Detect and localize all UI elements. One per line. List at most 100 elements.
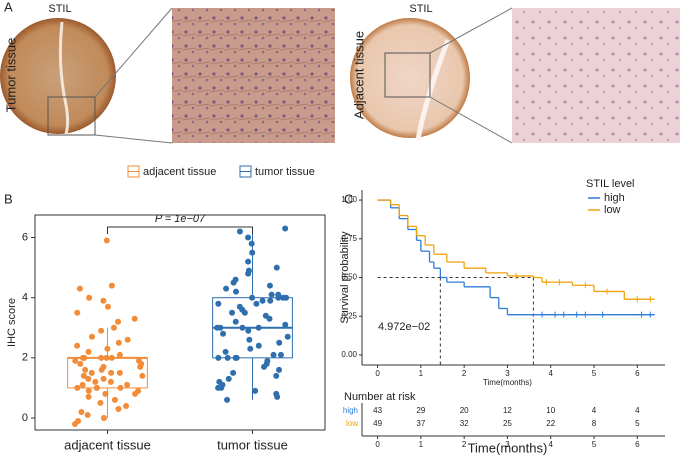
legend-label: tumor tissue xyxy=(255,166,315,178)
point xyxy=(74,384,81,391)
censor-mark xyxy=(647,296,654,303)
point xyxy=(220,330,227,337)
point xyxy=(215,300,222,307)
point xyxy=(103,354,110,361)
censor-mark xyxy=(634,296,641,303)
y-tick-label: 0.00 xyxy=(341,350,357,359)
point xyxy=(103,237,110,244)
x-tick-label: 2 xyxy=(462,440,467,449)
point xyxy=(108,354,115,361)
point xyxy=(80,372,87,379)
point xyxy=(115,405,122,412)
table-title: Number at risk xyxy=(344,391,416,403)
x-tick-label: 0 xyxy=(375,440,380,449)
at-risk: 29 xyxy=(416,406,425,415)
point xyxy=(218,384,225,391)
x-tick-label: 2 xyxy=(462,369,467,378)
point xyxy=(102,390,109,397)
x-tick-label: 3 xyxy=(505,369,510,378)
y-tick-label: 0.25 xyxy=(341,311,357,320)
zoom-image xyxy=(512,8,680,143)
x-tick-label: 4 xyxy=(548,440,553,449)
point xyxy=(249,294,256,301)
point xyxy=(98,327,105,334)
point xyxy=(261,363,268,370)
at-risk: 20 xyxy=(460,406,469,415)
point xyxy=(116,369,123,376)
censor-mark xyxy=(560,311,567,318)
point xyxy=(230,369,237,376)
point xyxy=(276,339,283,346)
point xyxy=(270,351,277,358)
point xyxy=(249,249,256,256)
x-tick-label: 6 xyxy=(635,440,640,449)
point xyxy=(236,228,243,235)
x-tick-label: 1 xyxy=(419,369,424,378)
censor-mark xyxy=(556,279,563,286)
at-risk: 4 xyxy=(592,406,597,415)
legend-label: low xyxy=(604,204,621,216)
point xyxy=(111,396,118,403)
point xyxy=(225,375,232,382)
point xyxy=(124,336,131,343)
point xyxy=(72,357,79,364)
y-tick-label: 0.75 xyxy=(341,234,357,243)
censor-mark xyxy=(513,272,520,279)
point xyxy=(274,393,281,400)
point xyxy=(116,351,123,358)
point xyxy=(245,234,252,241)
legend-label: high xyxy=(604,192,625,204)
point xyxy=(277,351,284,358)
point xyxy=(266,282,273,289)
image-label: Adjacent tissue xyxy=(351,31,366,119)
point xyxy=(273,372,280,379)
point xyxy=(108,282,115,289)
point xyxy=(139,372,146,379)
point xyxy=(117,384,124,391)
point xyxy=(132,390,139,397)
point xyxy=(253,300,260,307)
at-risk: 8 xyxy=(592,419,597,428)
point xyxy=(84,411,91,418)
point xyxy=(275,294,282,301)
image-title: STIL xyxy=(48,3,71,15)
tissue-core xyxy=(0,18,116,134)
at-risk: 49 xyxy=(373,419,382,428)
x-axis-label: Time(months) xyxy=(483,378,532,387)
point xyxy=(232,318,239,325)
point xyxy=(223,285,230,292)
point xyxy=(247,345,254,352)
point xyxy=(92,378,99,385)
x-tick-label: 1 xyxy=(419,440,424,449)
panel-label: C xyxy=(344,191,353,206)
point xyxy=(82,366,89,373)
x-tick-label: 5 xyxy=(592,369,597,378)
y-tick-label: 0 xyxy=(22,412,28,424)
at-risk: 10 xyxy=(546,406,555,415)
point xyxy=(74,309,81,316)
zoom-line xyxy=(94,134,173,144)
point xyxy=(86,294,93,301)
point xyxy=(107,378,114,385)
zoom-line xyxy=(94,7,173,98)
panel-label: B xyxy=(4,191,13,206)
point xyxy=(245,270,252,277)
x-tick-label: 0 xyxy=(375,369,380,378)
zoom-line xyxy=(429,7,513,54)
point xyxy=(282,321,289,328)
point xyxy=(239,324,246,331)
point xyxy=(282,225,289,232)
row-label: low xyxy=(346,419,358,428)
point xyxy=(241,309,248,316)
x-tick-label: 6 xyxy=(635,369,640,378)
point xyxy=(108,369,115,376)
at-risk: 37 xyxy=(416,419,425,428)
y-tick-label: 4 xyxy=(22,292,28,304)
y-tick-label: 2 xyxy=(22,352,28,364)
x-tick-label: 5 xyxy=(592,440,597,449)
point xyxy=(88,369,95,376)
point xyxy=(255,342,262,349)
point xyxy=(98,366,105,373)
point xyxy=(233,354,240,361)
